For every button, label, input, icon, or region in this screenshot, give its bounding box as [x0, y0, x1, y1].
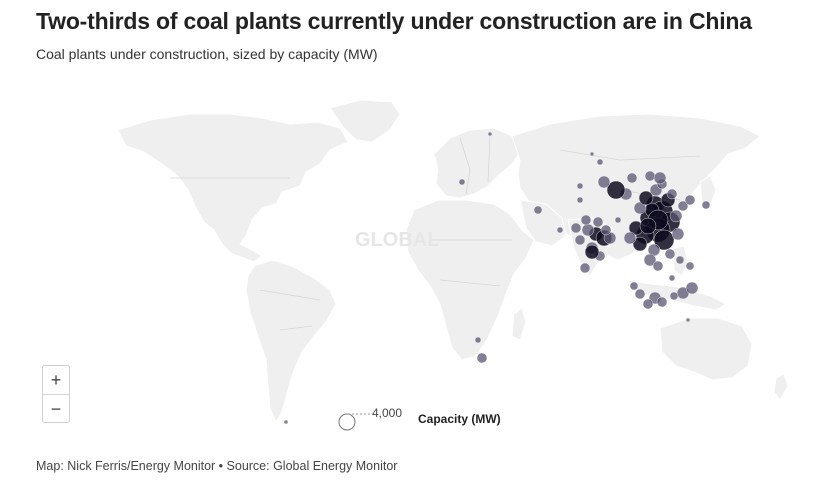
chart-subtitle: Coal plants under construction, sized by… — [36, 46, 378, 62]
size-legend: 4,000 Capacity (MW) — [338, 402, 538, 432]
zoom-control: + − — [42, 365, 70, 423]
coal-plant-marker[interactable] — [644, 170, 656, 182]
coal-plant-marker[interactable] — [458, 178, 466, 186]
coal-plant-marker[interactable] — [474, 336, 482, 344]
plant-markers — [283, 131, 711, 425]
land-layer — [117, 99, 789, 424]
coal-plant-marker[interactable] — [576, 196, 584, 204]
coal-plant-marker[interactable] — [685, 281, 699, 295]
japan — [699, 175, 717, 207]
coal-plant-marker[interactable] — [576, 182, 584, 190]
legend-value: 4,000 — [372, 406, 403, 420]
chart-title: Two-thirds of coal plants currently unde… — [36, 8, 752, 34]
coal-plant-marker[interactable] — [685, 261, 695, 271]
zoom-in-button[interactable]: + — [43, 366, 69, 395]
legend-title: Capacity (MW) — [418, 412, 501, 426]
coal-plant-marker[interactable] — [685, 317, 691, 323]
coal-plant-marker[interactable] — [639, 217, 657, 235]
greenland — [329, 99, 401, 143]
europe — [433, 127, 521, 199]
coal-plant-marker[interactable] — [580, 214, 592, 226]
coal-plant-marker[interactable] — [638, 190, 654, 206]
coal-plant-marker[interactable] — [606, 180, 626, 200]
madagascar — [511, 307, 527, 341]
source-credit: Map: Nick Ferris/Energy Monitor • Source… — [36, 459, 398, 473]
coal-plant-marker[interactable] — [629, 281, 639, 291]
legend-circle-icon — [338, 413, 370, 431]
coal-plant-marker[interactable] — [283, 419, 289, 425]
country-border — [439, 279, 501, 287]
country-border — [459, 137, 471, 195]
country-border — [259, 289, 321, 301]
coal-plant-marker[interactable] — [653, 229, 675, 251]
coal-plant-marker[interactable] — [633, 201, 647, 215]
coal-plant-marker[interactable] — [589, 151, 595, 157]
map-canvas[interactable]: GLOBAL — [0, 90, 826, 435]
coal-plant-marker[interactable] — [669, 291, 679, 301]
coal-plant-marker[interactable] — [556, 226, 564, 234]
coal-plant-marker[interactable] — [677, 200, 689, 212]
coal-plant-marker[interactable] — [570, 222, 582, 234]
coal-plant-marker[interactable] — [643, 253, 657, 267]
coal-plant-marker[interactable] — [533, 205, 543, 215]
map-watermark: GLOBAL — [355, 229, 439, 251]
coal-plant-marker[interactable] — [653, 171, 667, 185]
coal-plant-marker[interactable] — [634, 288, 646, 300]
coal-plant-marker[interactable] — [596, 158, 604, 166]
australia — [659, 317, 753, 381]
coal-plant-marker[interactable] — [669, 209, 683, 223]
coal-plant-marker[interactable] — [579, 262, 591, 274]
coal-plant-marker[interactable] — [476, 352, 488, 364]
coal-plant-marker[interactable] — [581, 223, 595, 237]
arabia — [519, 199, 567, 247]
zoom-out-button[interactable]: − — [50, 399, 62, 419]
new-zealand — [773, 373, 789, 401]
coal-plant-marker[interactable] — [584, 244, 600, 260]
north-america — [117, 113, 349, 263]
coal-plant-marker[interactable] — [614, 216, 622, 224]
coal-plant-marker[interactable] — [623, 231, 637, 245]
country-border — [279, 325, 313, 331]
coal-plant-marker[interactable] — [656, 296, 668, 308]
south-america — [245, 259, 337, 424]
country-border — [487, 133, 491, 183]
coal-plant-marker[interactable] — [701, 200, 711, 210]
coal-plant-marker[interactable] — [597, 175, 611, 189]
coal-plant-marker[interactable] — [600, 224, 612, 236]
coal-plant-marker[interactable] — [632, 236, 648, 252]
coal-plant-marker[interactable] — [666, 188, 678, 200]
coal-plant-marker[interactable] — [642, 298, 654, 310]
coal-plant-marker[interactable] — [592, 216, 604, 228]
coal-plant-marker[interactable] — [664, 248, 676, 260]
coal-plant-marker[interactable] — [626, 172, 638, 184]
coal-plant-marker[interactable] — [652, 260, 664, 272]
coal-plant-marker[interactable] — [574, 234, 586, 246]
coal-plant-marker[interactable] — [684, 194, 696, 206]
coal-plant-marker[interactable] — [675, 255, 685, 265]
world-map[interactable]: GLOBAL — [0, 90, 826, 435]
coal-plant-marker[interactable] — [668, 274, 676, 282]
coal-plant-marker[interactable] — [671, 227, 685, 241]
coal-plant-marker[interactable] — [487, 131, 493, 137]
country-border — [559, 149, 701, 161]
